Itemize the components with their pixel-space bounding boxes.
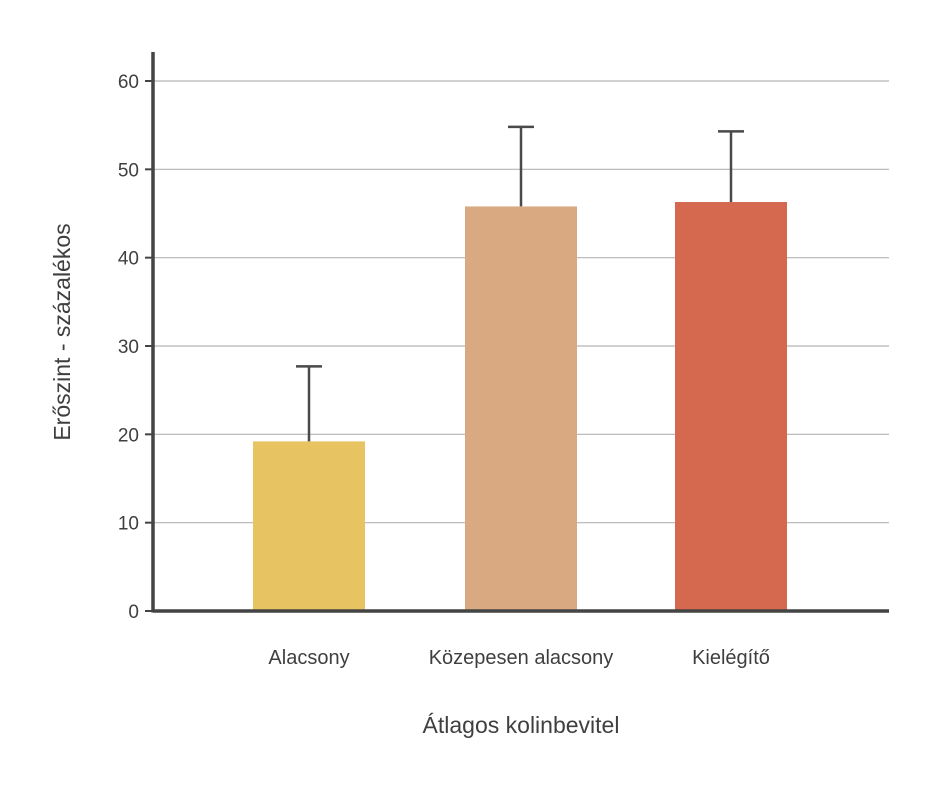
axes [151,52,889,613]
bar [253,441,365,611]
y-tick-label: 60 [118,72,139,93]
y-tick-label: 10 [118,514,139,535]
y-axis-ticks: 0 10 20 30 40 50 60 [118,72,153,623]
y-tick-label: 50 [118,160,139,181]
bars [253,202,787,611]
x-category-label: Alacsony [268,647,349,669]
y-tick-label: 0 [128,602,139,623]
bar [465,206,577,611]
x-category-label: Közepesen alacsony [429,647,614,669]
x-axis-category-labels: Alacsony Közepesen alacsony Kielégítő [268,647,770,669]
bar [675,202,787,611]
y-tick-label: 30 [118,337,139,358]
x-category-label: Kielégítő [692,647,770,669]
error-bars [296,125,744,442]
y-axis-title: Erőszint - százalékos [49,223,75,440]
y-tick-label: 40 [118,249,139,270]
x-axis-title: Átlagos kolinbevitel [423,712,620,738]
y-tick-label: 20 [118,425,139,446]
